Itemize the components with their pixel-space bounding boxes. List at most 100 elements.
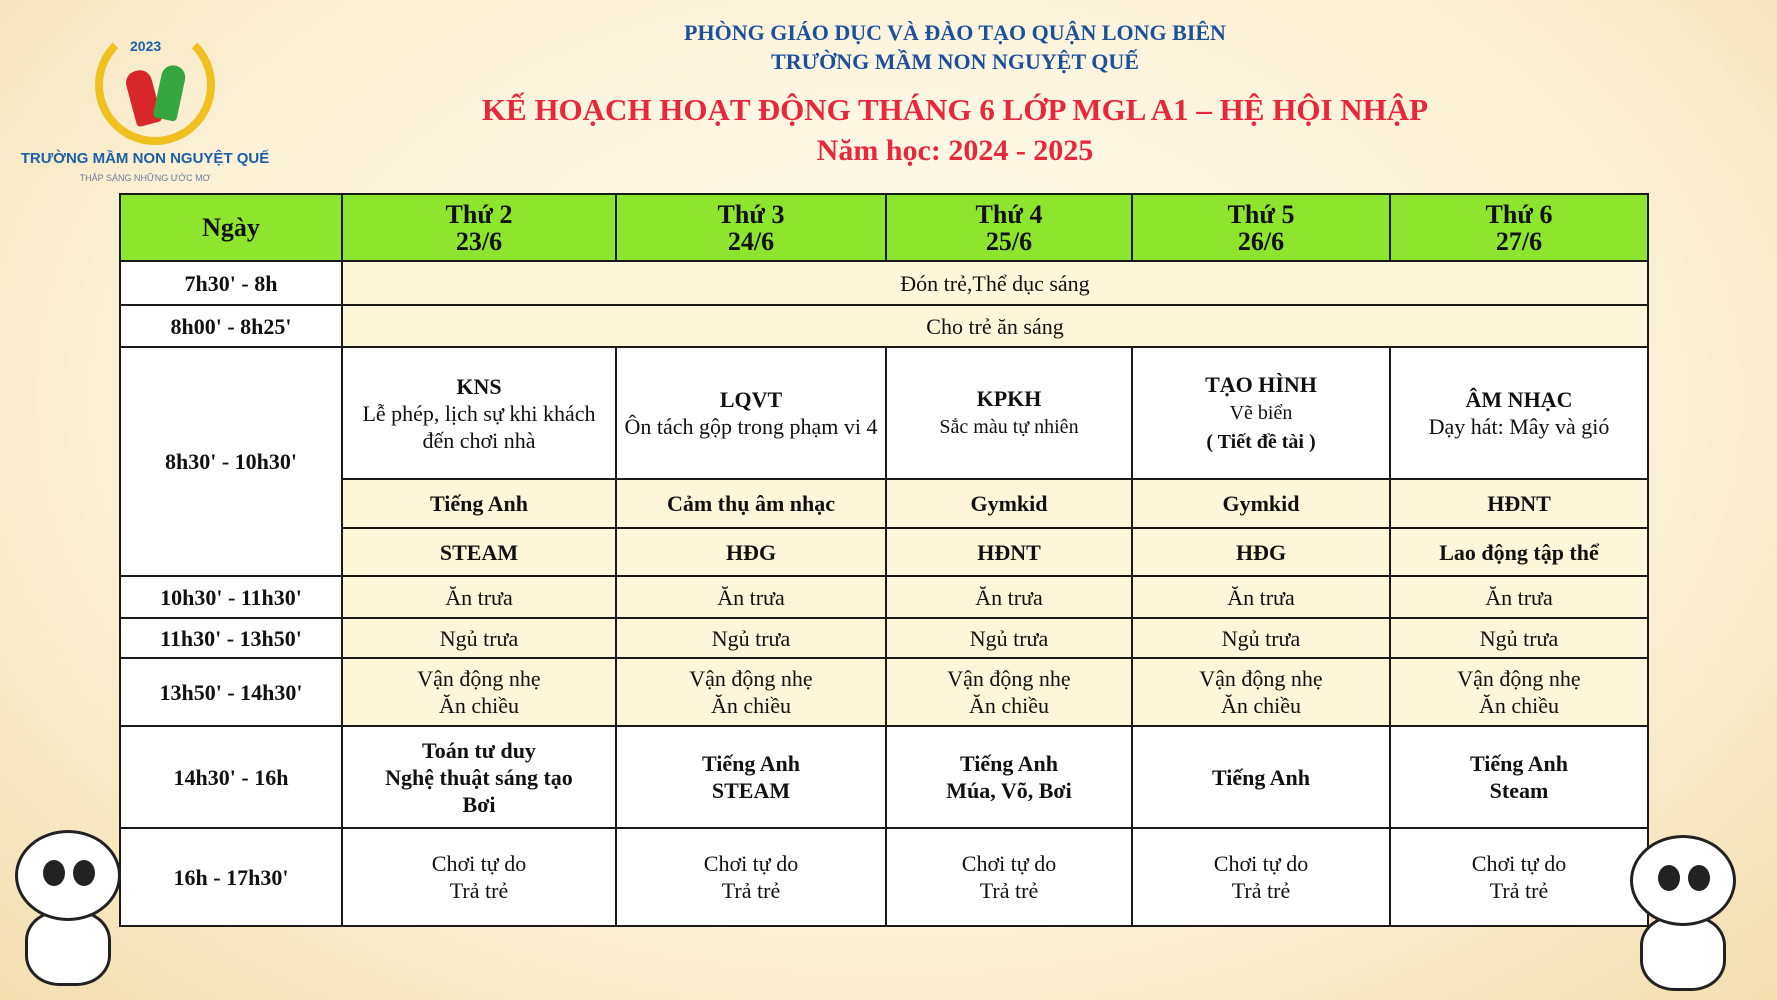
day-date: 26/6 (1237, 226, 1285, 256)
cell-text: Nghệ thuật sáng tạo (385, 764, 573, 790)
activity-cell: Ăn trưa (341, 575, 617, 619)
cell-text: Ngủ trưa (711, 625, 791, 651)
cell-text: Lễ phép, lịch sự khi khách đến chơi nhà (362, 400, 596, 453)
activity-cell: HĐG (615, 527, 887, 577)
cell-text: Tiếng Anh (1211, 764, 1311, 790)
cell-text: HĐG (725, 539, 777, 565)
activity-cell: Ngủ trưa (615, 617, 887, 659)
cell-text: Tiếng Anh (959, 751, 1059, 776)
day-name: Thứ 4 (975, 199, 1043, 229)
cell-text: Trả trẻ (979, 878, 1039, 903)
activity-cell: ÂM NHẠC Dạy hát: Mây và gió (1389, 346, 1649, 480)
activity-cell: Ngủ trưa (1389, 617, 1649, 659)
day-header: Thứ 3 24/6 (615, 193, 887, 262)
department-name: PHÒNG GIÁO DỤC VÀ ĐÀO TẠO QUẬN LONG BIÊN (684, 20, 1226, 45)
cell-text: Chơi tự do (431, 851, 527, 876)
activity-cell: Ngủ trưa (341, 617, 617, 659)
school-logo: 2023 TRƯỜNG MẦM NON NGUYỆT QUẾ THẮP SÁNG… (10, 10, 280, 190)
cell-text: Gymkid (1222, 491, 1300, 516)
activity-cell: Tiếng Anh STEAM (615, 725, 887, 829)
cell-text: Trả trẻ (449, 878, 509, 903)
activity-cell: Gymkid (1131, 478, 1391, 529)
cell-text: Trả trẻ (721, 878, 781, 903)
cell-text: Tiếng Anh (1469, 751, 1569, 776)
activity-cell: Chơi tự do Trả trẻ (1131, 827, 1391, 927)
activity-cell: KNS Lễ phép, lịch sự khi khách đến chơi n… (341, 346, 617, 480)
day-date: 24/6 (727, 226, 775, 256)
activity-cell: Vận động nhẹ Ăn chiều (1131, 657, 1391, 727)
cell-text: LQVT (719, 387, 783, 412)
activity-cell: Vận động nhẹ Ăn chiều (341, 657, 617, 727)
cell-text: Cảm thụ âm nhạc (666, 491, 836, 516)
time-slot: 8h00' - 8h25' (119, 304, 343, 348)
day-date: 23/6 (455, 226, 503, 256)
schedule-table: Ngày Thứ 2 23/6 Thứ 3 24/6 Thứ 4 25/6 Thứ 5 26/6… (119, 193, 1649, 927)
school-name: TRƯỜNG MẦM NON NGUYỆT QUẾ (771, 49, 1139, 74)
cell-text: 16h - 17h30' (173, 864, 289, 890)
activity-cell: Tiếng Anh (341, 478, 617, 529)
cell-text: Vẽ biển (1229, 401, 1293, 424)
cell-text: Ăn chiều (1220, 693, 1302, 718)
activity-cell: Vận động nhẹ Ăn chiều (1389, 657, 1649, 727)
activity-cell: KPKH Sắc màu tự nhiên (885, 346, 1133, 480)
cell-text: Steam (1489, 778, 1549, 803)
cell-text: Ăn trưa (445, 584, 513, 610)
cell-text: KNS (456, 373, 502, 399)
cell-text: Vận động nhẹ (1199, 666, 1323, 691)
panda-mascot-left (5, 830, 125, 986)
activity-cell: Lao động tập thể (1389, 527, 1649, 577)
cell-text: HĐNT (1487, 491, 1551, 516)
cell-text: Đón trẻ,Thể dục sáng (900, 270, 1090, 296)
cell-text: Cho trẻ ăn sáng (926, 313, 1064, 339)
cell-text: ( Tiết đề tài ) (1206, 430, 1316, 453)
day-header: Thứ 6 27/6 (1389, 193, 1649, 262)
time-slot: 7h30' - 8h (119, 260, 343, 306)
cell-text: Chơi tự do (1471, 851, 1567, 876)
activity-cell: Tiếng Anh Múa, Võ, Bơi (885, 725, 1133, 829)
cell-text: Bơi (462, 791, 496, 817)
logo-year: 2023 (130, 38, 162, 54)
activity-cell: HĐG (1131, 527, 1391, 577)
activity-cell: Chơi tự do Trả trẻ (615, 827, 887, 927)
day-date: 27/6 (1495, 226, 1543, 256)
activity-cell: Cảm thụ âm nhạc (615, 478, 887, 529)
cell-text: Dạy hát: Mây và gió (1428, 414, 1610, 439)
activity-cell: HĐNT (1389, 478, 1649, 529)
cell-text: 8h00' - 8h25' (170, 313, 292, 339)
cell-text: Ăn trưa (975, 584, 1043, 610)
activity-cell: Vận động nhẹ Ăn chiều (615, 657, 887, 727)
activity-cell: Ăn trưa (1131, 575, 1391, 619)
activity-cell: Vận động nhẹ Ăn chiều (885, 657, 1133, 727)
day-name: Thứ 6 (1485, 199, 1553, 229)
cell-text: Ngủ trưa (1221, 625, 1301, 651)
cell-text: Ăn trưa (1485, 584, 1553, 610)
time-slot: 13h50' - 14h30' (119, 657, 343, 727)
activity-cell: Ngủ trưa (1131, 617, 1391, 659)
activity-cell: STEAM (341, 527, 617, 577)
merged-activity-cell: Cho trẻ ăn sáng (341, 304, 1649, 348)
cell-text: 8h30' - 10h30' (164, 449, 298, 474)
activity-cell: Chơi tự do Trả trẻ (885, 827, 1133, 927)
cell-text: Tiếng Anh (429, 491, 529, 516)
cell-text: Ngủ trưa (1479, 625, 1559, 651)
cell-text: Ăn trưa (1227, 584, 1295, 610)
cell-text: Chơi tự do (961, 851, 1057, 876)
cell-text: HĐG (1235, 539, 1287, 565)
time-slot: 10h30' - 11h30' (119, 575, 343, 619)
cell-text: Toán tư duy (422, 737, 536, 763)
day-name: Thứ 2 (445, 199, 513, 229)
cell-text: 11h30' - 13h50' (160, 625, 302, 651)
cell-text: STEAM (711, 778, 791, 803)
laurel-ring-icon (95, 25, 215, 145)
activity-cell: LQVT Ôn tách gộp trong phạm vi 4 (615, 346, 887, 480)
cell-text: Lao động tập thể (1439, 539, 1599, 565)
day-name: Thứ 5 (1227, 199, 1295, 229)
activity-cell: Ăn trưa (615, 575, 887, 619)
cell-text: Vận động nhẹ (1457, 666, 1581, 691)
cell-text: Ăn chiều (968, 693, 1050, 718)
day-header: Thứ 2 23/6 (341, 193, 617, 262)
cell-text: Sắc màu tự nhiên (939, 416, 1079, 438)
time-slot: 8h30' - 10h30' (119, 346, 343, 577)
cell-text: Ăn chiều (438, 693, 520, 718)
activity-cell: TẠO HÌNH Vẽ biển ( Tiết đề tài ) (1131, 346, 1391, 480)
